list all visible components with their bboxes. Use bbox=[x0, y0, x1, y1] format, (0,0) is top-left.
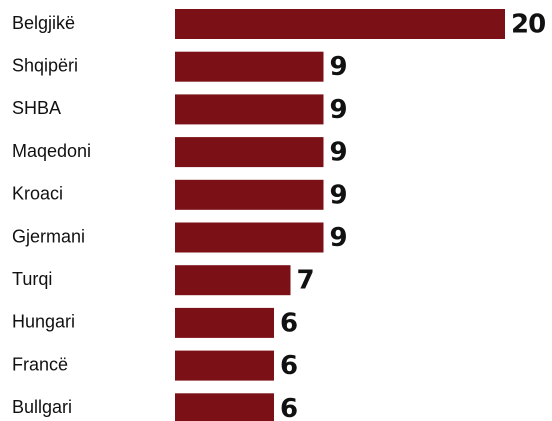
bar bbox=[175, 137, 324, 168]
category-label: Maqedoni bbox=[12, 141, 91, 161]
value-label: 9 bbox=[330, 138, 347, 168]
bar bbox=[175, 350, 274, 381]
category-label: Bullgari bbox=[12, 397, 72, 417]
value-label: 9 bbox=[330, 180, 347, 210]
value-label: 6 bbox=[280, 351, 297, 381]
bar bbox=[175, 307, 274, 338]
bar bbox=[175, 265, 291, 296]
bar bbox=[175, 51, 324, 82]
category-label: SHBA bbox=[12, 98, 61, 118]
value-label: 20 bbox=[511, 10, 545, 40]
category-label: Francë bbox=[12, 354, 68, 374]
category-label: Gjermani bbox=[12, 226, 85, 246]
bar bbox=[175, 9, 505, 39]
category-label: Turqi bbox=[12, 269, 52, 289]
value-label: 9 bbox=[330, 95, 347, 125]
bar bbox=[175, 94, 324, 125]
value-label: 6 bbox=[280, 394, 297, 421]
category-label: Hungari bbox=[12, 312, 75, 332]
bar bbox=[175, 222, 324, 253]
bar bbox=[175, 179, 324, 210]
category-label: Shqipëri bbox=[12, 55, 78, 75]
category-label: Kroaci bbox=[12, 184, 63, 204]
bar bbox=[175, 393, 274, 421]
value-label: 9 bbox=[330, 223, 347, 253]
value-label: 6 bbox=[280, 308, 297, 338]
category-label: Belgjikë bbox=[12, 13, 75, 33]
value-label: 9 bbox=[330, 52, 347, 82]
value-label: 7 bbox=[297, 266, 314, 296]
